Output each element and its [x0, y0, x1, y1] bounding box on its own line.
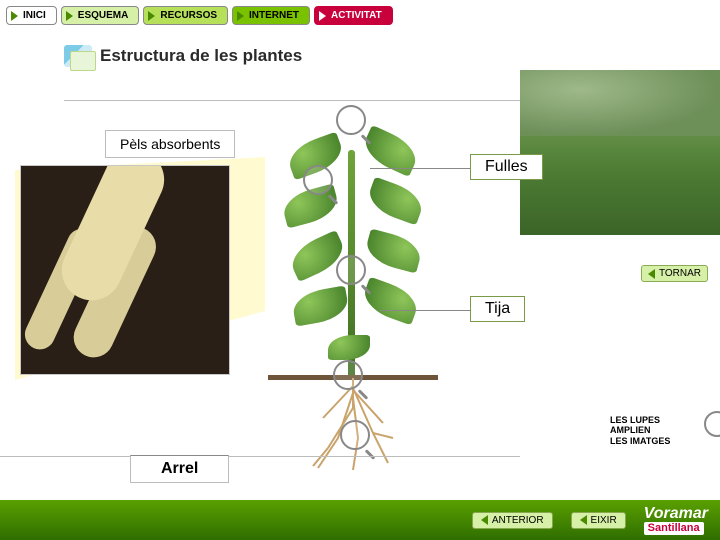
- button-label: EIXIR: [591, 515, 617, 526]
- magnifier-icon: [704, 411, 720, 437]
- nav-recursos-button[interactable]: RECURSOS: [143, 6, 228, 25]
- nav-internet-button[interactable]: INTERNET: [232, 6, 310, 25]
- button-label: ANTERIOR: [492, 515, 544, 526]
- play-icon: [11, 11, 18, 21]
- connector-line: [370, 168, 470, 169]
- plant-leaf: [364, 177, 427, 226]
- brand-logo: Voramar Santillana: [644, 506, 708, 535]
- connector-line: [380, 310, 470, 311]
- nav-esquema-button[interactable]: ESQUEMA: [61, 6, 140, 25]
- pictures-icon: [64, 45, 92, 67]
- tornar-button[interactable]: TORNAR: [641, 265, 708, 282]
- label-fulles: Fulles: [470, 154, 543, 180]
- page-title: Estructura de les plantes: [100, 46, 302, 66]
- nav-label: RECURSOS: [160, 10, 217, 21]
- play-icon: [237, 11, 244, 21]
- nav-label: INICI: [23, 10, 46, 21]
- label-arrel: Arrel: [130, 455, 229, 483]
- plant-leaf: [359, 277, 422, 326]
- nav-activitat-button[interactable]: ACTIVITAT: [314, 6, 393, 25]
- magnifier-icon[interactable]: [336, 105, 366, 135]
- plant-leaf: [291, 285, 351, 326]
- play-icon: [66, 11, 73, 21]
- stage: Pèls absorbents: [0, 110, 720, 495]
- play-icon: [319, 11, 326, 21]
- magnifier-icon[interactable]: [333, 360, 363, 390]
- lupa-hint-text: LES LUPES AMPLIEN LES IMATGES: [610, 415, 670, 447]
- footer: ANTERIOR EIXIR Voramar Santillana: [0, 500, 720, 540]
- title-row: Estructura de les plantes: [64, 45, 720, 67]
- brand-top: Voramar: [644, 506, 708, 522]
- nav-inici-button[interactable]: INICI: [6, 6, 57, 25]
- photo-root-closeup: [20, 165, 230, 375]
- lupa-hint: LES LUPES AMPLIEN LES IMATGES: [610, 415, 700, 447]
- button-label: TORNAR: [659, 268, 701, 279]
- nav-label: INTERNET: [249, 10, 299, 21]
- nav-label: ESQUEMA: [78, 10, 129, 21]
- anterior-button[interactable]: ANTERIOR: [472, 512, 553, 529]
- arrel-underline: [0, 456, 520, 457]
- magnifier-icon[interactable]: [336, 255, 366, 285]
- plant-diagram: [268, 110, 438, 485]
- plant-leaf: [328, 335, 370, 360]
- label-pels-absorbents: Pèls absorbents: [105, 130, 235, 158]
- brand-bottom: Santillana: [644, 522, 704, 535]
- arrow-left-icon: [481, 515, 488, 525]
- magnifier-icon[interactable]: [303, 165, 333, 195]
- magnifier-icon[interactable]: [340, 420, 370, 450]
- plant-leaf: [359, 125, 422, 177]
- nav-label: ACTIVITAT: [331, 10, 382, 21]
- arrow-left-icon: [580, 515, 587, 525]
- photo-landscape: [520, 70, 720, 235]
- plant-leaf: [363, 228, 424, 273]
- top-nav: INICI ESQUEMA RECURSOS INTERNET ACTIVITA…: [0, 0, 720, 25]
- play-icon: [148, 11, 155, 21]
- eixir-button[interactable]: EIXIR: [571, 512, 626, 529]
- label-tija: Tija: [470, 296, 525, 322]
- arrow-left-icon: [648, 269, 655, 279]
